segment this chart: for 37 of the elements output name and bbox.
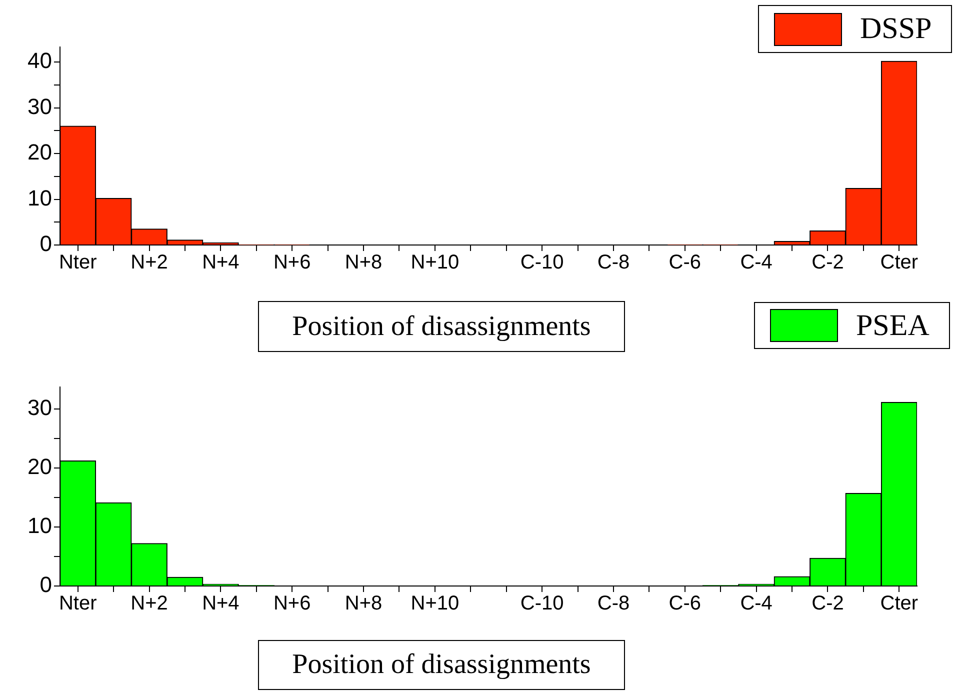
x-axis-title: Position of disassignments xyxy=(258,640,625,690)
x-tick-label: Nter xyxy=(58,592,98,615)
y-tick-label: 0 xyxy=(40,572,52,598)
x-tick-label: C-10 xyxy=(520,592,564,615)
legend-label: DSSP xyxy=(860,12,932,46)
x-tick-label: N+2 xyxy=(130,252,168,274)
x-tick-label: C-8 xyxy=(597,592,630,615)
y-tick-label: 20 xyxy=(28,140,52,165)
x-tick-label: N+8 xyxy=(344,252,382,274)
y-tick-label: 30 xyxy=(28,94,52,119)
x-tick-label: N+2 xyxy=(130,592,168,615)
y-tick-label: 30 xyxy=(28,394,52,420)
y-tick-label: 10 xyxy=(28,513,52,538)
x-tick-label: N+8 xyxy=(344,592,382,615)
x-tick-label: C-2 xyxy=(812,592,844,615)
x-tick-label: C-4 xyxy=(740,592,772,615)
x-tick-label: C-2 xyxy=(812,252,844,274)
x-tick-label: Cter xyxy=(880,592,918,615)
x-tick-label: C-6 xyxy=(668,252,702,274)
x-tick-label: N+10 xyxy=(410,592,460,615)
x-axis-title: Position of disassignments xyxy=(258,301,625,352)
legend-label: PSEA xyxy=(856,308,930,342)
y-tick-label: 40 xyxy=(28,48,52,74)
x-tick-label: N+6 xyxy=(273,592,311,615)
x-tick-label: Nter xyxy=(58,252,98,274)
y-tick-label: 10 xyxy=(28,185,52,210)
x-tick-label: N+10 xyxy=(410,252,460,274)
x-tick-label: C-10 xyxy=(520,252,564,274)
x-tick-label: N+6 xyxy=(273,252,311,274)
x-tick-label: C-6 xyxy=(668,592,702,615)
x-tick-label: Cter xyxy=(880,252,918,274)
x-tick-label: C-8 xyxy=(597,252,630,274)
x-tick-label: N+4 xyxy=(202,592,240,615)
x-tick-label: N+4 xyxy=(202,252,240,274)
y-tick-label: 20 xyxy=(28,454,52,479)
x-tick-label: C-4 xyxy=(740,252,772,274)
y-tick-label: 0 xyxy=(40,231,52,256)
